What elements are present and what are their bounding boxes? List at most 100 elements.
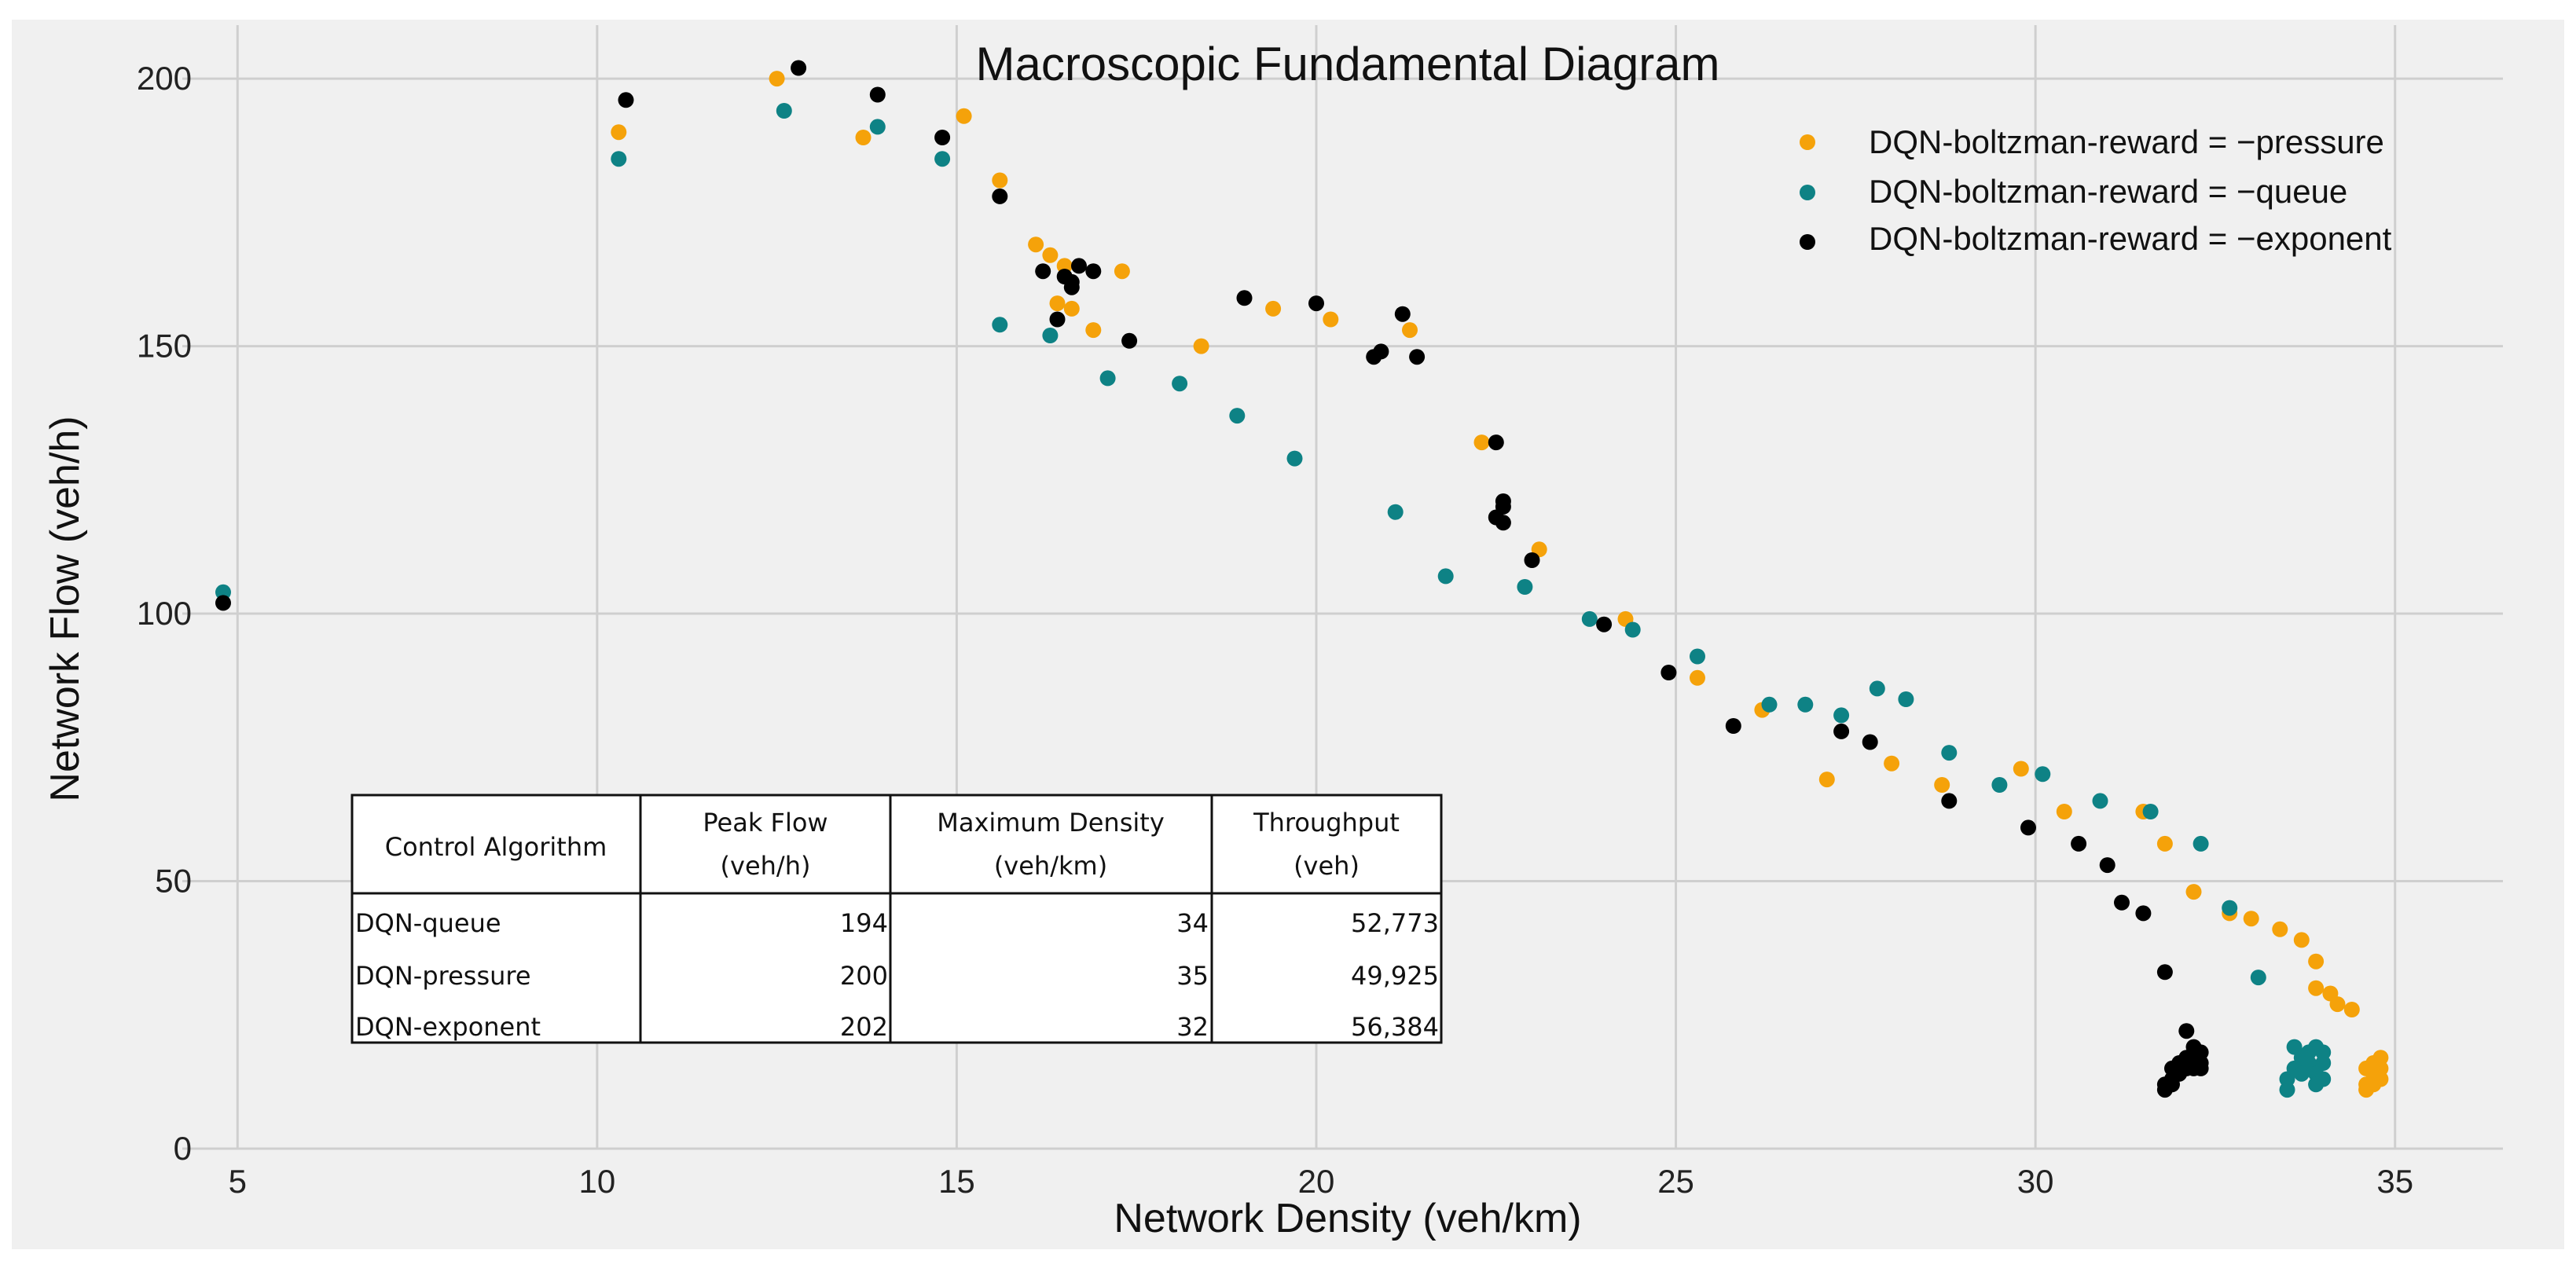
legend-label-queue: DQN-boltzman-reward = −queue bbox=[1869, 173, 2347, 210]
point-exponent-1 bbox=[215, 595, 231, 611]
point-queue-4 bbox=[869, 119, 886, 135]
chart-title: Macroscopic Fundamental Diagram bbox=[975, 38, 1719, 90]
x-axis-title: Network Density (veh/km) bbox=[1114, 1196, 1581, 1241]
point-pressure-9 bbox=[1049, 295, 1066, 312]
point-pressure-25 bbox=[2013, 761, 2029, 777]
point-pressure-23 bbox=[1884, 755, 1900, 772]
x-tick-label-25: 25 bbox=[1657, 1163, 1694, 1200]
point-exponent-3 bbox=[791, 60, 807, 76]
point-queue-7 bbox=[1042, 328, 1059, 343]
point-pressure-3 bbox=[855, 130, 872, 145]
point-pressure-5 bbox=[992, 172, 1008, 189]
table-row-1-algorithm: DQN-queue bbox=[355, 908, 501, 938]
x-tick-label-20: 20 bbox=[1298, 1163, 1335, 1200]
point-pressure-22 bbox=[1818, 772, 1835, 788]
table-row-3-peak-flow: 202 bbox=[840, 1012, 888, 1042]
y-tick-label-200: 200 bbox=[137, 60, 192, 97]
y-tick-label-0: 0 bbox=[174, 1130, 192, 1167]
table-header-max-density-unit: (veh/km) bbox=[994, 851, 1107, 881]
data-points bbox=[215, 60, 2389, 1098]
point-exponent-18 bbox=[1373, 343, 1389, 360]
x-tick-label-15: 15 bbox=[938, 1163, 975, 1200]
point-exponent-2 bbox=[618, 92, 634, 108]
point-pressure-32 bbox=[2272, 921, 2288, 937]
point-exponent-38 bbox=[2156, 964, 2173, 981]
point-queue-20 bbox=[1833, 707, 1850, 724]
point-queue-6 bbox=[992, 317, 1008, 333]
point-exponent-14 bbox=[1121, 332, 1138, 349]
point-queue-12 bbox=[1387, 504, 1404, 520]
table-row-1-throughput: 52,773 bbox=[1351, 908, 1439, 938]
point-exponent-19 bbox=[1394, 306, 1411, 322]
table-row-2-throughput: 49,925 bbox=[1351, 961, 1439, 991]
table-row-1-peak-flow: 194 bbox=[840, 908, 888, 938]
tick-labels: 5 10 15 20 25 30 35 0 50 100 150 200 bbox=[137, 60, 2413, 1200]
point-pressure-34 bbox=[2308, 953, 2325, 970]
y-axis-title: Network Flow (veh/h) bbox=[42, 416, 88, 801]
point-exponent-12 bbox=[1071, 258, 1087, 274]
point-exponent-11 bbox=[1063, 279, 1080, 295]
point-exponent-34 bbox=[2071, 835, 2087, 852]
point-exponent-33 bbox=[2020, 819, 2036, 836]
point-exponent-13 bbox=[1085, 263, 1102, 280]
point-queue-22 bbox=[1898, 691, 1914, 707]
point-exponent-25 bbox=[1495, 515, 1511, 531]
point-queue-29 bbox=[2222, 900, 2238, 916]
y-tick-label-50: 50 bbox=[155, 863, 192, 900]
summary-table: Control Algorithm Peak Flow (veh/h) Maxi… bbox=[350, 794, 1443, 1044]
legend: DQN-boltzman-reward = −pressure DQN-bolt… bbox=[1800, 123, 2392, 257]
point-pressure-42 bbox=[2372, 1050, 2389, 1066]
point-pressure-7 bbox=[1042, 247, 1059, 263]
point-pressure-10 bbox=[1063, 300, 1080, 317]
table-row-2-algorithm: DQN-pressure bbox=[355, 961, 531, 991]
point-pressure-17 bbox=[1473, 434, 1490, 451]
point-exponent-53 bbox=[2164, 1076, 2180, 1093]
point-exponent-15 bbox=[1236, 290, 1253, 306]
point-queue-14 bbox=[1517, 579, 1533, 595]
point-exponent-26 bbox=[1524, 552, 1540, 568]
legend-marker-exponent bbox=[1800, 234, 1815, 250]
point-exponent-47 bbox=[2178, 1023, 2195, 1039]
point-pressure-29 bbox=[2185, 884, 2202, 900]
point-pressure-37 bbox=[2329, 996, 2346, 1013]
point-exponent-20 bbox=[1409, 349, 1426, 365]
point-pressure-38 bbox=[2343, 1002, 2360, 1017]
point-pressure-20 bbox=[1690, 669, 1705, 686]
table-header-algorithm: Control Algorithm bbox=[385, 832, 607, 862]
point-pressure-48 bbox=[2358, 1076, 2375, 1093]
point-queue-11 bbox=[1286, 450, 1303, 467]
point-pressure-2 bbox=[769, 71, 785, 87]
grid bbox=[182, 25, 2503, 1150]
table-row-3-algorithm: DQN-exponent bbox=[355, 1012, 541, 1042]
point-queue-42 bbox=[2315, 1055, 2332, 1071]
point-queue-16 bbox=[1624, 621, 1641, 638]
point-pressure-28 bbox=[2156, 835, 2173, 852]
point-exponent-8 bbox=[1049, 311, 1066, 328]
point-queue-25 bbox=[2035, 766, 2051, 783]
point-queue-19 bbox=[1797, 696, 1814, 713]
point-queue-15 bbox=[1581, 610, 1598, 627]
point-queue-8 bbox=[1099, 370, 1116, 387]
table-row-3-throughput: 56,384 bbox=[1351, 1012, 1439, 1042]
table-header-throughput-unit: (veh) bbox=[1294, 851, 1360, 881]
point-pressure-35 bbox=[2308, 980, 2325, 996]
point-exponent-29 bbox=[1725, 718, 1741, 734]
y-tick-label-150: 150 bbox=[137, 328, 192, 365]
point-pressure-33 bbox=[2293, 932, 2310, 948]
legend-marker-queue bbox=[1800, 185, 1815, 200]
point-exponent-37 bbox=[2135, 905, 2152, 922]
table-header-peak-flow-unit: (veh/h) bbox=[721, 851, 811, 881]
point-pressure-13 bbox=[1193, 338, 1209, 354]
x-tick-label-5: 5 bbox=[229, 1163, 247, 1200]
point-pressure-24 bbox=[1934, 777, 1950, 793]
point-queue-27 bbox=[2142, 804, 2159, 819]
point-exponent-54 bbox=[2193, 1060, 2209, 1076]
point-exponent-51 bbox=[2193, 1044, 2209, 1061]
point-exponent-16 bbox=[1308, 295, 1324, 312]
legend-label-exponent: DQN-boltzman-reward = −exponent bbox=[1869, 220, 2392, 257]
point-queue-10 bbox=[1229, 408, 1246, 424]
table-header-max-density: Maximum Density bbox=[937, 808, 1165, 838]
point-pressure-31 bbox=[2243, 911, 2259, 927]
legend-marker-pressure bbox=[1800, 134, 1815, 150]
